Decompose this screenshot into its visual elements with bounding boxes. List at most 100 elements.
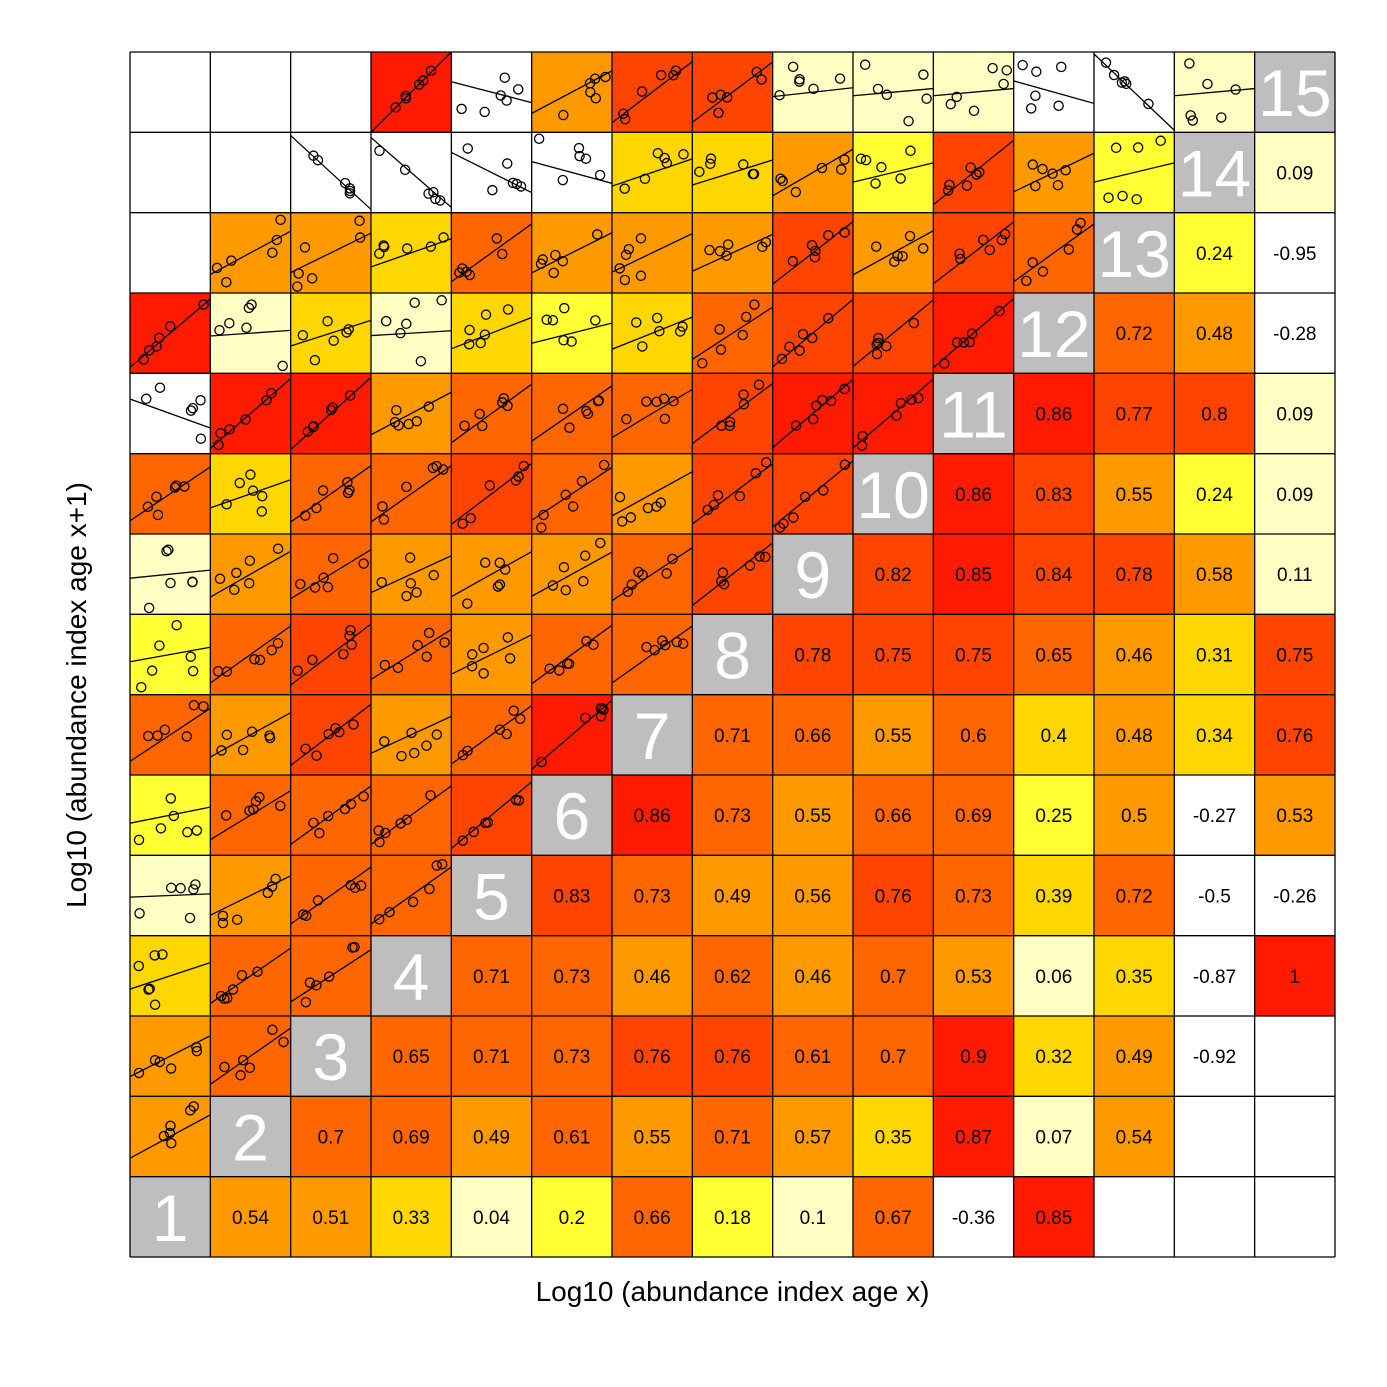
- correlation-value: 0.39: [1035, 887, 1072, 908]
- scatter-point: [462, 143, 474, 154]
- correlation-value: 0.69: [955, 806, 992, 827]
- fit-line: [1174, 87, 1255, 97]
- scatter-point: [825, 395, 837, 407]
- scatter-point: [799, 491, 811, 503]
- scatter-point: [301, 910, 312, 921]
- scatter-point: [751, 66, 762, 78]
- grid-lines: [129, 51, 1336, 1258]
- scatter-point: [918, 69, 929, 80]
- scatter-point: [323, 728, 334, 740]
- scatter-point: [548, 267, 559, 279]
- cell-2-8: 0.71: [692, 1096, 773, 1177]
- scatter-point: [431, 460, 442, 472]
- scatter-point: [1037, 163, 1048, 175]
- scatter-point: [1027, 257, 1038, 268]
- correlation-cell-bg: [1094, 1096, 1175, 1177]
- correlation-value: 0.72: [1116, 887, 1153, 908]
- correlation-value: 0.73: [714, 806, 751, 827]
- scatter-point: [401, 318, 412, 330]
- diagonal-cell-bg: [371, 935, 452, 1016]
- scatter-point: [659, 639, 671, 651]
- scatter-point: [807, 413, 819, 425]
- scatter-point: [1071, 224, 1083, 235]
- cell-10-12: 0.83: [1013, 453, 1094, 534]
- diagonal-cell-bg: [1094, 212, 1175, 293]
- correlation-value: 0.82: [875, 565, 912, 586]
- correlation-value: -0.87: [1193, 967, 1236, 988]
- scatter-point: [389, 416, 401, 428]
- scatter-point: [873, 332, 884, 344]
- scatter-point: [264, 732, 276, 744]
- scatter-point: [235, 1070, 246, 1081]
- correlation-value: -0.92: [1193, 1047, 1236, 1068]
- scatter-point: [187, 402, 199, 414]
- correlation-value: 0.06: [1035, 967, 1072, 988]
- scatter-point: [163, 544, 174, 556]
- scatter-point: [504, 653, 516, 664]
- scatter-point: [404, 552, 416, 563]
- scatter-point: [185, 651, 196, 662]
- scatter-point: [424, 883, 435, 895]
- fit-line: [371, 629, 452, 680]
- scatter-point: [839, 227, 850, 238]
- scatter-point: [1063, 244, 1075, 255]
- scatter-point: [428, 186, 439, 198]
- cell-14-10: [853, 132, 934, 213]
- cell-14-7: [612, 132, 693, 213]
- correlation-cell-bg: [612, 1016, 693, 1097]
- scatter-point: [579, 550, 591, 561]
- diagonal-cell-bg: [853, 453, 934, 534]
- cell-9-11: 0.85: [933, 534, 1014, 615]
- cell-5-4: [371, 855, 452, 936]
- cell-10-1: [130, 453, 211, 534]
- diagonal-cell-bg: [210, 1096, 291, 1177]
- fit-line: [290, 949, 371, 1003]
- scatter-point: [374, 248, 385, 259]
- scatter-point: [191, 1041, 202, 1053]
- scatter-point: [668, 395, 679, 407]
- correlation-value: 0.51: [312, 1208, 349, 1229]
- cell-10-11: 0.86: [933, 453, 1014, 534]
- scatter-point: [306, 273, 318, 284]
- correlation-cell-bg: [772, 1016, 853, 1097]
- scatter-point: [654, 325, 665, 337]
- scatter-point: [897, 250, 908, 262]
- scatter-point: [1120, 78, 1132, 90]
- cell-1-8: 0.18: [692, 1176, 773, 1257]
- scatter-point: [187, 665, 199, 677]
- cell-12-7: [612, 293, 693, 374]
- scatter-point: [951, 337, 963, 348]
- correlation-cell-bg: [1254, 614, 1335, 695]
- cell-8-14: 0.31: [1174, 614, 1255, 695]
- cell-11-10: [853, 373, 934, 454]
- cell-2-13: 0.54: [1094, 1096, 1175, 1177]
- scatter-point: [1001, 65, 1013, 76]
- fit-line: [1094, 162, 1175, 183]
- scatter-point: [557, 403, 569, 415]
- age-label: 3: [312, 1020, 349, 1094]
- correlation-cell-bg: [772, 694, 853, 775]
- scatter-point: [479, 106, 490, 118]
- scatter-point: [870, 178, 881, 189]
- correlation-value: 0.87: [955, 1128, 992, 1149]
- cell-9-12: 0.84: [1013, 534, 1094, 615]
- correlation-value: 0.35: [875, 1128, 912, 1149]
- cell-14-8: [692, 132, 773, 213]
- correlation-cell-bg: [1013, 855, 1094, 936]
- scatter-point: [227, 984, 239, 995]
- scatter-point: [154, 382, 166, 393]
- fit-line: [130, 893, 211, 898]
- scatter-point: [345, 798, 357, 810]
- scatter-point: [494, 557, 506, 569]
- scatter-point: [143, 602, 155, 614]
- fit-line: [933, 298, 1014, 369]
- cell-7-10: 0.55: [853, 694, 934, 775]
- cell-6-2: [210, 775, 291, 856]
- cell-11-7: [612, 373, 693, 454]
- scatter-point: [412, 639, 423, 651]
- scatter-point: [262, 887, 274, 899]
- fit-line: [371, 866, 452, 925]
- cell-4-3: [290, 935, 371, 1016]
- scatter-point: [475, 337, 486, 349]
- fit-line: [1013, 80, 1095, 105]
